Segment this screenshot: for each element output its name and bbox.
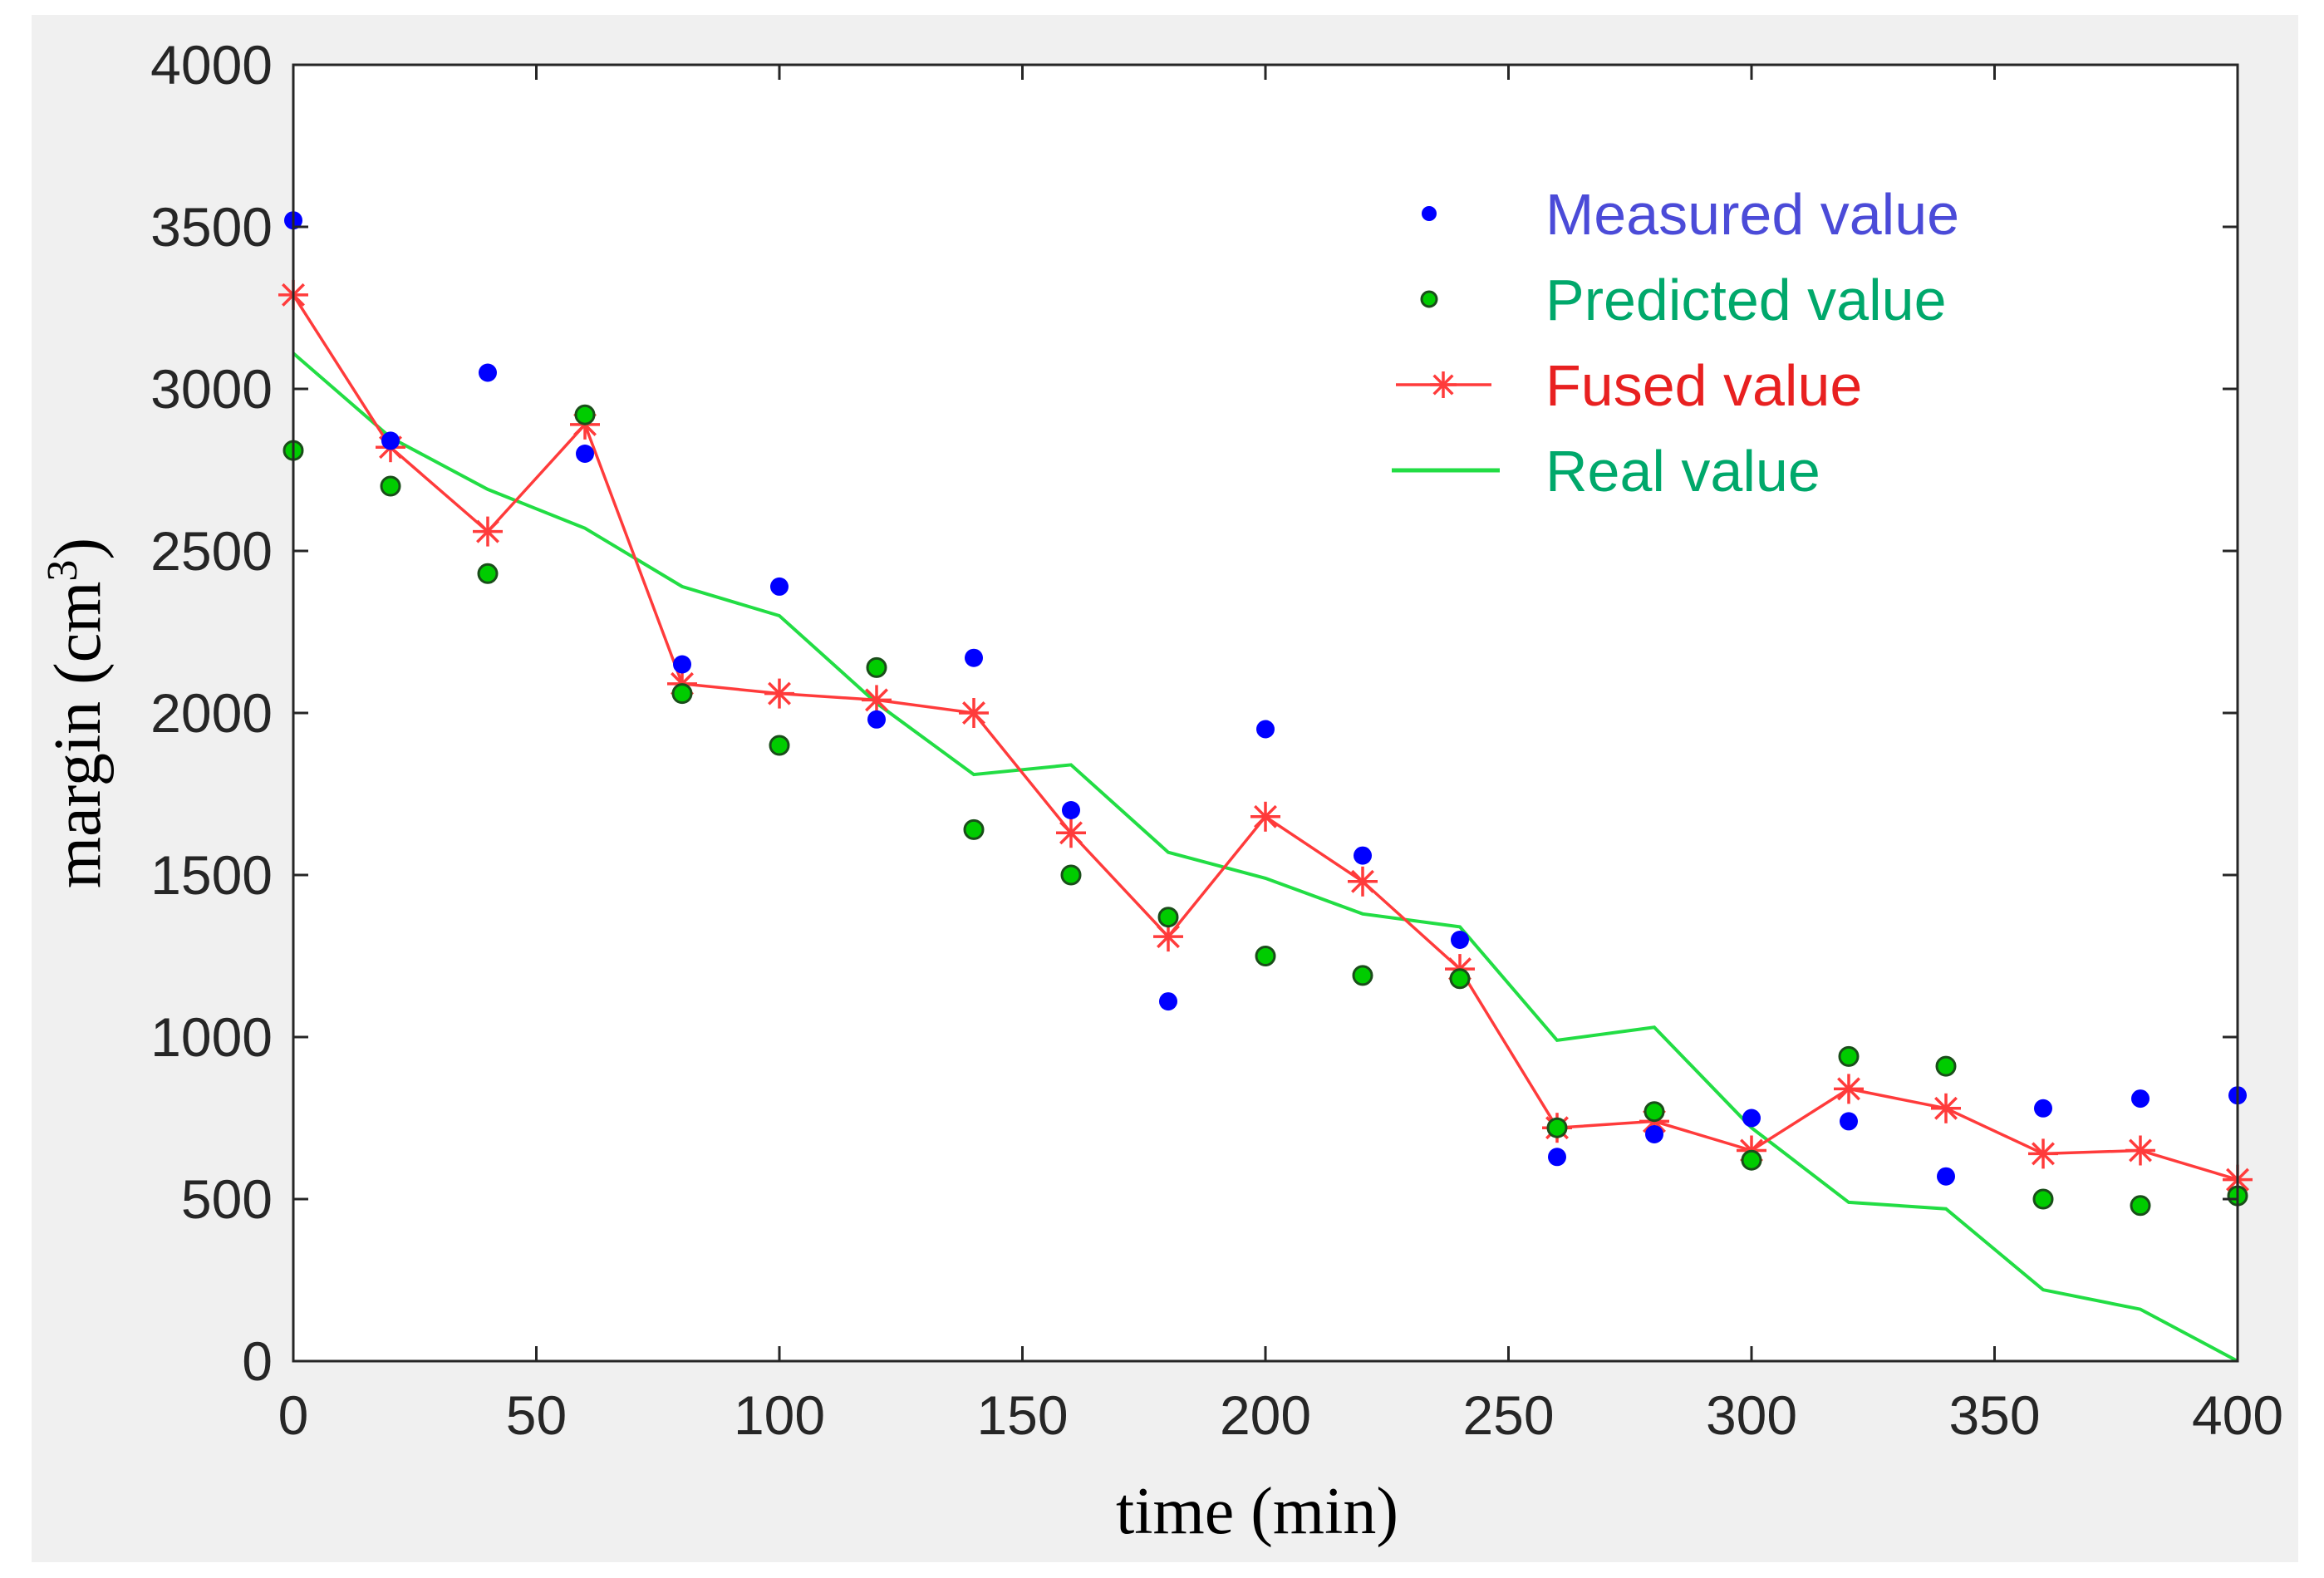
legend: Measured value Predicted value Fused value… [1392, 182, 1959, 504]
predicted-value-point [2130, 1195, 2151, 1217]
fused-value-marker [2125, 1135, 2155, 1166]
measured-value-point [381, 431, 400, 450]
measured-value-point [1354, 846, 1372, 865]
fused-value-marker [1056, 818, 1086, 848]
legend-label: Measured value [1545, 182, 1959, 247]
y-axis-label-main: margin (cm [42, 582, 115, 889]
legend-item-predicted-value: Predicted value [1420, 268, 1947, 332]
measured-value-point [867, 710, 886, 729]
x-tick-label: 300 [1706, 1384, 1797, 1446]
legend-item-real-value: Real value [1392, 439, 1820, 504]
measured-value-point [2034, 1099, 2052, 1118]
legend-label: Fused value [1545, 353, 1862, 418]
y-axis-label-end: ) [42, 538, 115, 560]
predicted-value-point [1935, 1055, 1957, 1077]
predicted-value-point [380, 475, 401, 497]
y-tick-label: 3500 [150, 196, 273, 258]
x-tick-label: 100 [734, 1384, 825, 1446]
legend-marker [1422, 206, 1437, 221]
x-tick-label: 200 [1220, 1384, 1311, 1446]
predicted-value-point [1546, 1117, 1568, 1138]
predicted-value-point [574, 404, 596, 425]
fused-value-marker [1250, 801, 1280, 832]
fused-value-marker [2028, 1138, 2058, 1169]
predicted-value-point [866, 656, 887, 678]
legend-label: Real value [1545, 439, 1820, 504]
fused-value-marker [473, 516, 503, 547]
x-tick-label: 400 [2192, 1384, 2283, 1446]
real-value-line [292, 351, 2238, 1363]
measured-value-point [1256, 720, 1275, 739]
predicted-value-point [1157, 907, 1179, 928]
legend-label: Predicted value [1545, 268, 1947, 332]
measured-value-point [2131, 1089, 2150, 1109]
y-tick-label: 2000 [150, 682, 273, 744]
predicted-value-point [477, 563, 499, 584]
y-tick-label: 3000 [150, 358, 273, 420]
measured-value-point [1159, 992, 1177, 1011]
y-tick-label: 0 [242, 1330, 273, 1392]
measured-value-point [770, 577, 789, 596]
x-axis-label: time (min) [1116, 1475, 1398, 1548]
measured-value-point [1840, 1112, 1858, 1131]
measured-value-point [1548, 1148, 1566, 1167]
x-tick-label: 250 [1462, 1384, 1554, 1446]
fused-value-marker [1348, 866, 1378, 897]
measured-value-point [673, 655, 691, 674]
y-tick-label: 2500 [150, 520, 273, 582]
measured-value-point [965, 648, 983, 667]
predicted-value-point [769, 735, 790, 756]
measured-value-point [576, 445, 594, 463]
fused-value-marker [862, 685, 892, 715]
series-layer [278, 211, 2253, 1363]
y-axis-label-superscript: 3 [39, 560, 86, 582]
measured-value-point [1062, 801, 1080, 819]
legend-item-measured-value: Measured value [1422, 182, 1959, 247]
fused-value-marker [1931, 1093, 1961, 1123]
measured-value-point [1645, 1125, 1663, 1143]
measured-value-point [1451, 931, 1469, 949]
fused-value-marker [764, 678, 794, 709]
plot-area [293, 65, 2238, 1361]
measured-value-point [1742, 1109, 1761, 1128]
y-tick-label: 500 [181, 1168, 273, 1230]
predicted-value-point [1060, 864, 1082, 886]
predicted-value-point [963, 818, 985, 840]
predicted-value-point [1255, 946, 1276, 966]
x-tick-label: 350 [1948, 1384, 2040, 1446]
legend-marker [1430, 371, 1457, 398]
series-real-value [292, 351, 2238, 1363]
measured-value-point [479, 363, 497, 382]
fused-value-marker [959, 698, 989, 728]
predicted-value-point [1449, 968, 1471, 990]
axis-ticks: 0 50 100 150 200 250 300 350 4000500100015002000… [150, 34, 2283, 1446]
series-predicted-value [283, 404, 2248, 1217]
y-tick-label: 1000 [150, 1006, 273, 1068]
predicted-value-point [671, 683, 693, 705]
predicted-value-point [1644, 1101, 1665, 1123]
x-tick-label: 150 [976, 1384, 1068, 1446]
y-tick-label: 4000 [150, 34, 273, 96]
series-measured-value [284, 211, 2247, 1186]
predicted-value-point [1838, 1045, 1860, 1067]
y-axis-label: margin (cm3) [39, 538, 115, 888]
predicted-value-point [2032, 1188, 2054, 1210]
predicted-value-point [1352, 965, 1373, 986]
y-tick-label: 1500 [150, 844, 273, 906]
x-tick-label: 50 [506, 1384, 567, 1446]
x-tick-label: 0 [278, 1384, 309, 1446]
fused-value-marker [1834, 1074, 1864, 1104]
legend-item-fused-value: Fused value [1396, 353, 1862, 418]
predicted-value-point [1741, 1149, 1762, 1171]
measured-value-point [1937, 1167, 1955, 1186]
legend-marker [1420, 290, 1438, 308]
